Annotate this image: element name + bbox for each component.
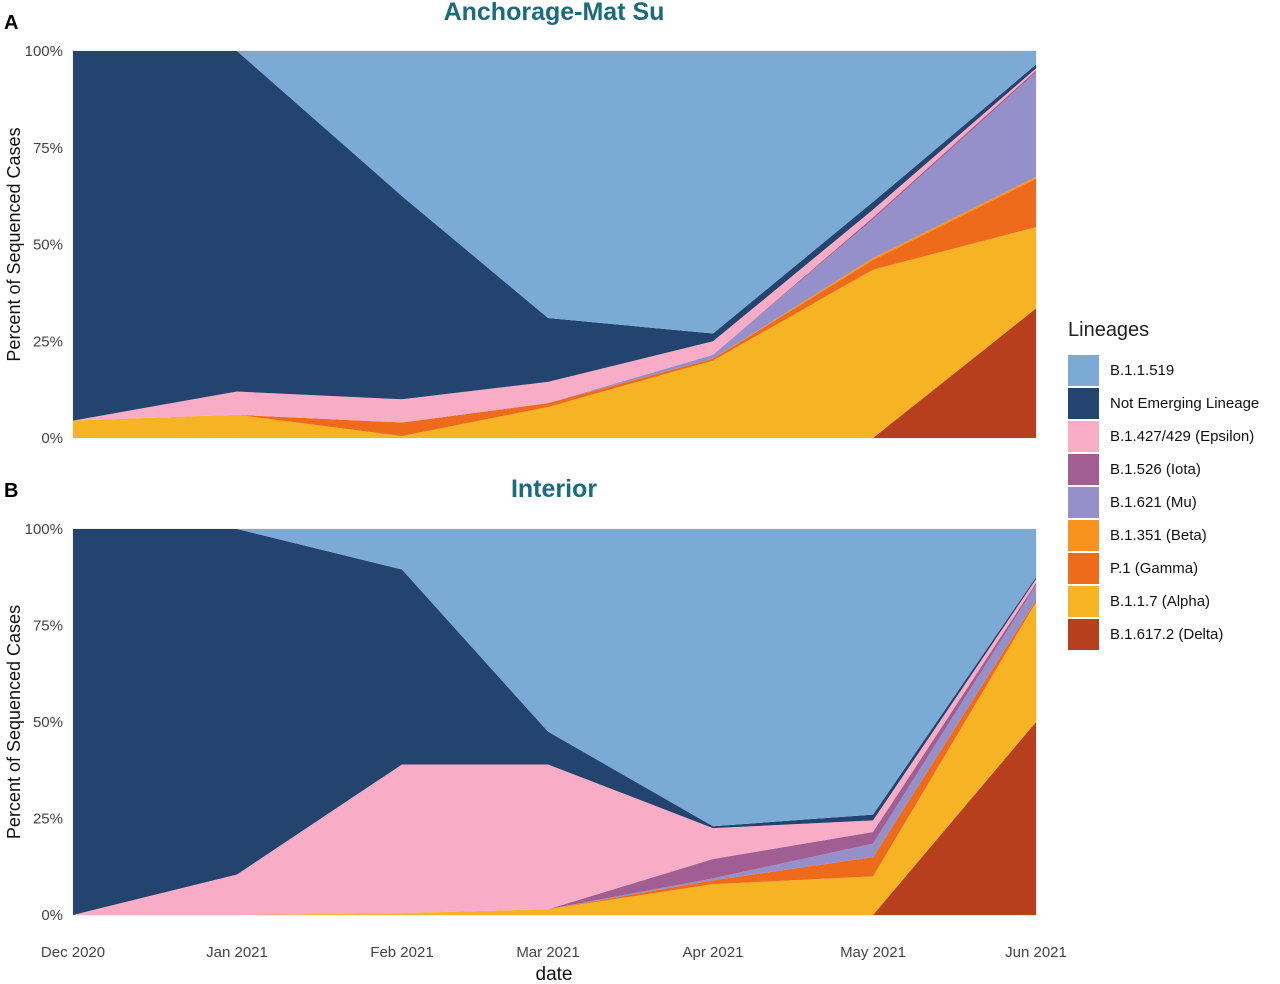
legend-label: B.1.1.7 (Alpha) <box>1110 593 1211 610</box>
legend: Lineages B.1.1.519 Not Emerging Lineage B.… <box>1068 318 1280 651</box>
legend-title: Lineages <box>1068 319 1150 341</box>
y-axis-title: Percent of Sequenced Cases <box>4 605 24 839</box>
panel-label-a: A <box>4 12 18 34</box>
legend-label: B.1.617.2 (Delta) <box>1110 626 1224 643</box>
legend-swatch <box>1068 520 1099 551</box>
legend-label: B.1.1.519 <box>1110 362 1175 379</box>
x-tick-label: Apr 2021 <box>683 944 744 961</box>
legend-item-b-1-526-iota: B.1.526 (Iota) <box>1068 453 1280 486</box>
legend-swatch <box>1068 355 1099 386</box>
x-tick-label: Jun 2021 <box>1005 944 1067 961</box>
legend-swatch <box>1068 487 1099 518</box>
legend-item-b-1-1-519: B.1.1.519 <box>1068 354 1280 387</box>
legend-label: Not Emerging Lineage <box>1110 395 1260 412</box>
legend-items: B.1.1.519 Not Emerging Lineage B.1.427/429… <box>1068 354 1280 651</box>
x-tick-label: Dec 2020 <box>41 944 105 961</box>
x-tick-label: Feb 2021 <box>370 944 433 961</box>
legend-label: P.1 (Gamma) <box>1110 560 1199 577</box>
legend-swatch <box>1068 388 1099 419</box>
legend-item-p-1-gamma: P.1 (Gamma) <box>1068 552 1280 585</box>
y-tick-label: 25% <box>33 811 63 828</box>
legend-item-b-1-1-7-alpha: B.1.1.7 (Alpha) <box>1068 585 1280 618</box>
interior-panel-title: Interior <box>511 475 597 503</box>
legend-label: B.1.621 (Mu) <box>1110 494 1197 511</box>
interior-area-b-1-1-519 <box>73 529 1036 827</box>
x-tick-label: May 2021 <box>840 944 906 961</box>
legend-item-not-emerging-lineage: Not Emerging Lineage <box>1068 387 1280 420</box>
anchorage-mat-su-panel-title: Anchorage-Mat Su <box>444 0 665 26</box>
y-tick-label: 100% <box>25 43 63 60</box>
x-tick-label: Jan 2021 <box>206 944 268 961</box>
legend-label: B.1.526 (Iota) <box>1110 461 1201 478</box>
anchorage-mat-su-area-not-emerging-lineage <box>73 51 1036 421</box>
legend-item-b-1-621-mu: B.1.621 (Mu) <box>1068 486 1280 519</box>
legend-swatch <box>1068 619 1099 650</box>
y-tick-label: 0% <box>41 430 63 447</box>
anchorage-mat-su-area-b-1-1-7-alpha <box>73 227 1036 438</box>
legend-label: B.1.351 (Beta) <box>1110 527 1207 544</box>
legend-item-b-1-427-429-epsilon: B.1.427/429 (Epsilon) <box>1068 420 1280 453</box>
y-tick-label: 50% <box>33 237 63 254</box>
y-tick-label: 75% <box>33 618 63 635</box>
y-tick-label: 75% <box>33 140 63 157</box>
interior-area-b-1-427-429-epsilon <box>73 579 1036 915</box>
y-tick-label: 100% <box>25 521 63 538</box>
x-axis-title: date <box>536 964 573 984</box>
legend-swatch <box>1068 553 1099 584</box>
interior-area-not-emerging-lineage <box>73 529 1036 915</box>
legend-item-b-1-617-2-delta: B.1.617.2 (Delta) <box>1068 618 1280 651</box>
legend-item-b-1-351-beta: B.1.351 (Beta) <box>1068 519 1280 552</box>
interior-area-b-1-617-2-delta <box>73 722 1036 915</box>
legend-swatch <box>1068 454 1099 485</box>
anchorage-mat-su-area-b-1-1-519 <box>73 51 1036 334</box>
x-tick-label: Mar 2021 <box>516 944 579 961</box>
y-tick-label: 50% <box>33 714 63 731</box>
legend-swatch <box>1068 586 1099 617</box>
legend-label: B.1.427/429 (Epsilon) <box>1110 428 1255 445</box>
anchorage-mat-su-area-b-1-617-2-delta <box>73 308 1036 438</box>
legend-swatch <box>1068 421 1099 452</box>
panel-label-b: B <box>4 480 18 502</box>
y-tick-label: 25% <box>33 333 63 350</box>
y-tick-label: 0% <box>41 907 63 924</box>
anchorage-mat-su-area-b-1-621-mu <box>73 72 1036 423</box>
y-axis-title: Percent of Sequenced Cases <box>4 127 24 361</box>
